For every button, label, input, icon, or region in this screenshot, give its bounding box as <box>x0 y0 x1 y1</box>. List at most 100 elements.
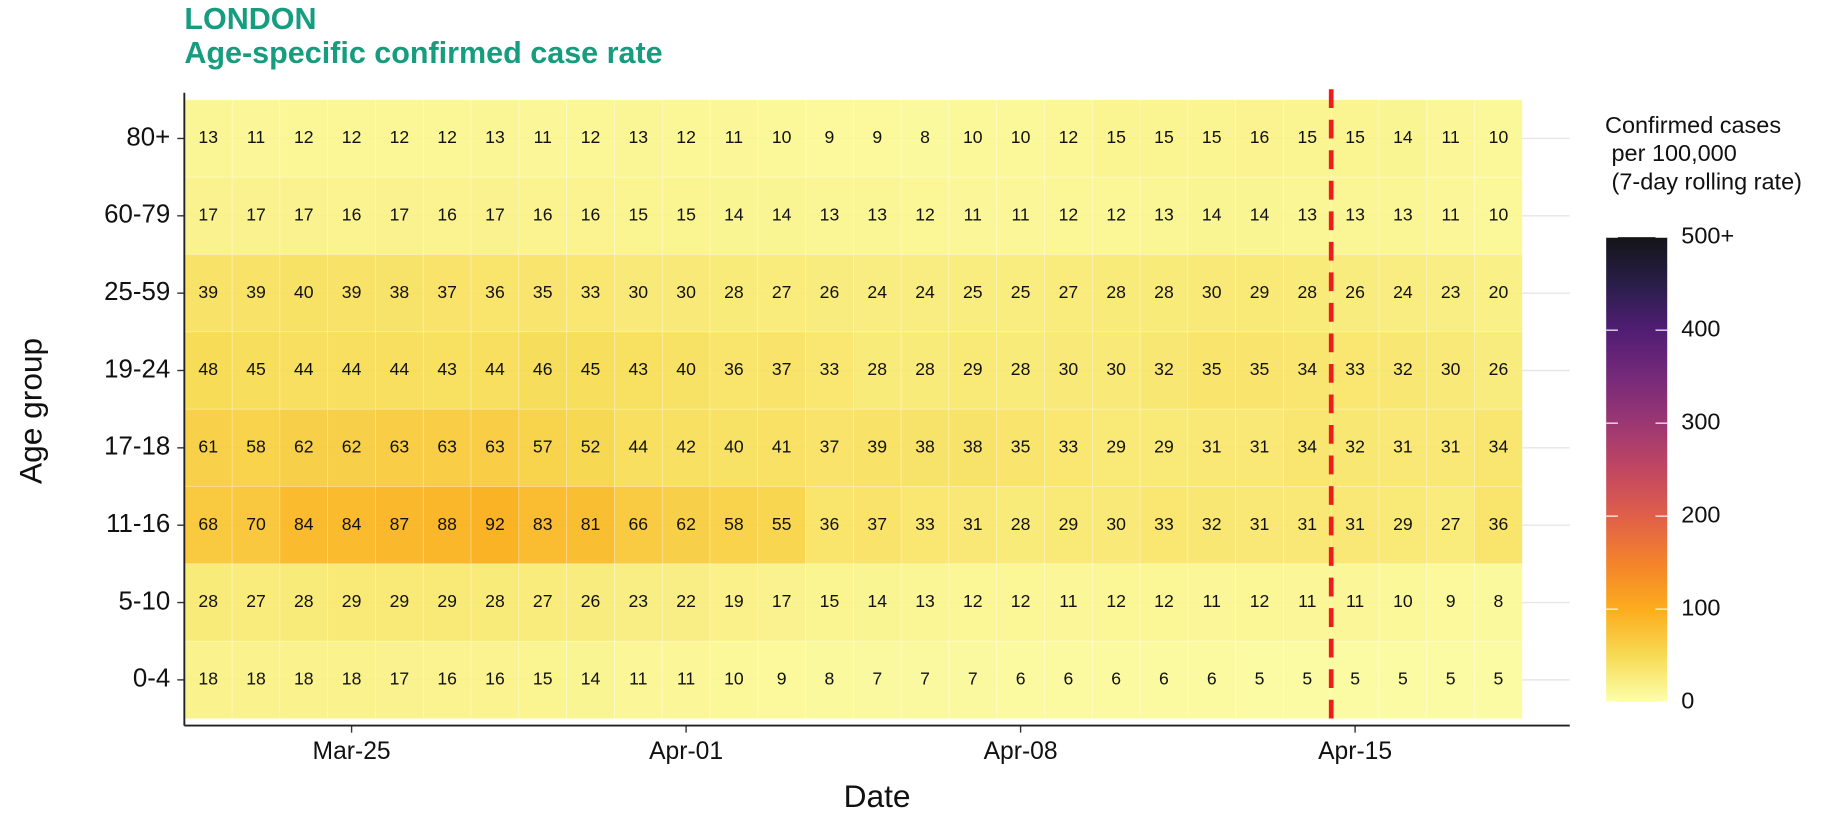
legend-title: (7-day rolling rate) <box>1605 168 1802 194</box>
cell-label: 41 <box>772 437 792 457</box>
colorbar <box>1606 237 1668 703</box>
cell-label: 30 <box>1202 282 1222 302</box>
heat-cell <box>1044 640 1093 719</box>
chart-title: LONDON <box>184 2 316 36</box>
cell-label: 29 <box>437 591 457 611</box>
heat-cell <box>422 99 472 178</box>
cell-label: 17 <box>246 204 266 224</box>
cell-label: 12 <box>581 127 601 147</box>
cell-label: 63 <box>390 437 410 457</box>
heat-cell <box>852 254 902 333</box>
heat-cell <box>805 486 854 565</box>
heat-cell <box>470 408 520 487</box>
cell-label: 39 <box>342 282 362 302</box>
heat-cell <box>1474 176 1523 255</box>
heat-cell <box>614 486 663 565</box>
cell-label: 5 <box>1350 669 1360 689</box>
cell-label: 11 <box>1011 204 1029 224</box>
cell-label: 11 <box>964 204 982 224</box>
heat-cell <box>422 563 472 642</box>
heat-cell <box>375 486 424 565</box>
heat-cell <box>1091 331 1141 410</box>
y-tick-label: 19-24 <box>104 355 170 383</box>
cell-label: 16 <box>581 204 601 224</box>
heat-cell <box>1474 254 1523 333</box>
heat-cell <box>852 563 902 642</box>
cell-label: 44 <box>390 359 410 379</box>
legend-title: per 100,000 <box>1605 140 1737 166</box>
cell-label: 57 <box>533 437 553 457</box>
heat-cell <box>1235 486 1284 565</box>
cell-label: 33 <box>915 514 935 534</box>
cell-label: 35 <box>1011 437 1031 457</box>
heat-cell <box>327 99 376 178</box>
heat-cell <box>757 331 806 410</box>
heat-cell <box>614 408 663 487</box>
heat-cell <box>852 331 902 410</box>
cell-label: 9 <box>1446 591 1456 611</box>
heat-cell <box>757 408 806 487</box>
cell-label: 66 <box>629 514 649 534</box>
cell-label: 11 <box>1203 591 1221 611</box>
heat-cell <box>422 486 472 565</box>
cell-label: 5 <box>1494 669 1504 689</box>
x-tick-label: Apr-15 <box>1318 738 1392 765</box>
heat-cell <box>614 563 663 642</box>
heat-cell <box>231 563 281 642</box>
heat-cell <box>566 99 615 178</box>
cell-label: 14 <box>867 591 887 611</box>
heat-cell <box>231 331 281 410</box>
heat-cell <box>1474 640 1523 719</box>
cell-label: 33 <box>1345 359 1365 379</box>
cell-label: 17 <box>390 204 410 224</box>
cell-label: 27 <box>1059 282 1079 302</box>
cell-label: 84 <box>342 514 362 534</box>
heat-cell <box>566 640 615 719</box>
cell-label: 10 <box>963 127 983 147</box>
cell-label: 12 <box>915 204 935 224</box>
y-axis-title: Age group <box>12 338 48 484</box>
cell-label: 31 <box>1393 437 1413 457</box>
heat-cell <box>900 486 950 565</box>
cell-label: 8 <box>1494 591 1504 611</box>
heat-cell <box>1330 176 1380 255</box>
cell-label: 18 <box>246 669 266 689</box>
cell-label: 17 <box>772 591 792 611</box>
heat-cell <box>1283 408 1332 487</box>
heat-cell <box>327 486 376 565</box>
heat-cell <box>1426 254 1475 333</box>
cell-label: 19 <box>724 591 744 611</box>
cell-label: 28 <box>1154 282 1174 302</box>
cell-label: 5 <box>1398 669 1408 689</box>
heat-cell <box>422 254 472 333</box>
cell-label: 31 <box>963 514 983 534</box>
y-tick-label: 0-4 <box>133 665 170 693</box>
cell-label: 40 <box>676 359 696 379</box>
cell-label: 7 <box>968 669 978 689</box>
heat-cell <box>1091 176 1141 255</box>
heat-cell <box>948 331 998 410</box>
heat-cell <box>996 254 1045 333</box>
cell-label: 13 <box>867 204 887 224</box>
cell-label: 11 <box>677 669 695 689</box>
cell-label: 17 <box>198 204 218 224</box>
cell-label: 48 <box>198 359 218 379</box>
cell-label: 37 <box>772 359 792 379</box>
cell-label: 27 <box>533 591 553 611</box>
cell-label: 15 <box>533 669 553 689</box>
heat-cell <box>661 486 711 565</box>
cell-label: 12 <box>1106 591 1126 611</box>
cell-label: 39 <box>198 282 218 302</box>
heat-cell <box>1330 331 1380 410</box>
cell-label: 12 <box>1059 127 1079 147</box>
heat-cell <box>1330 563 1380 642</box>
cell-label: 62 <box>342 437 362 457</box>
heat-cell <box>805 640 854 719</box>
cell-label: 45 <box>246 359 266 379</box>
cell-label: 13 <box>1393 204 1413 224</box>
heat-cell <box>900 99 950 178</box>
heat-cell <box>709 408 759 487</box>
cell-label: 26 <box>1345 282 1365 302</box>
cell-label: 31 <box>1250 437 1270 457</box>
heat-cell <box>1044 563 1093 642</box>
